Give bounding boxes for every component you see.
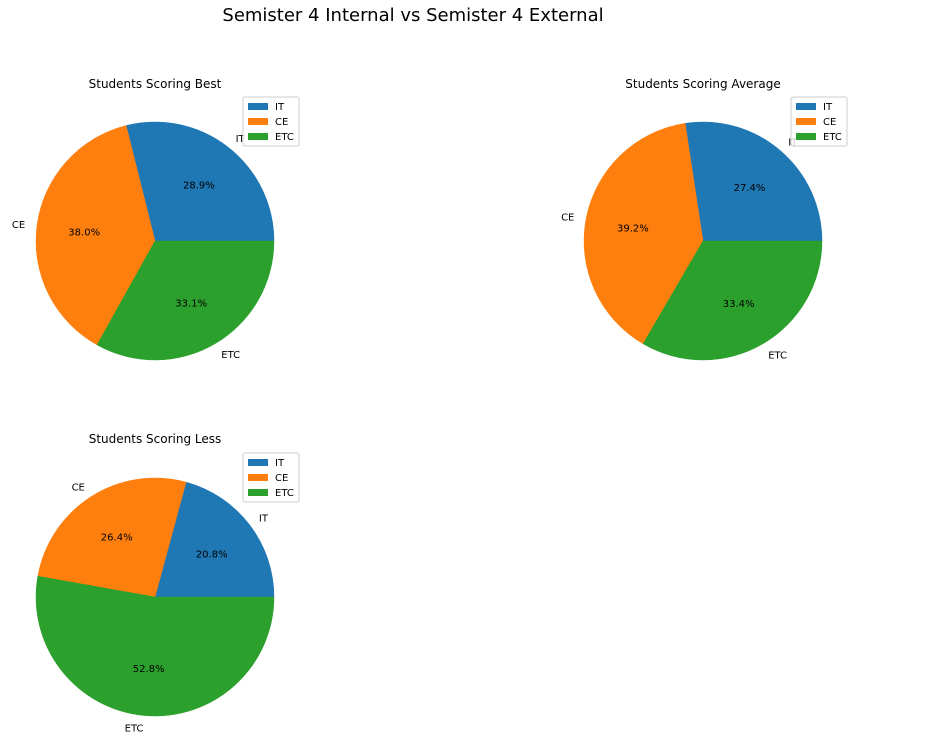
legend-label-ce: CE (823, 117, 836, 128)
legend-swatch-etc (796, 133, 816, 140)
slice-percent-etc: 52.8% (133, 664, 165, 675)
slice-label-etc: ETC (125, 723, 144, 734)
chart-title: Students Scoring Average (625, 77, 780, 91)
legend-label-it: IT (275, 102, 285, 113)
legend-swatch-it (796, 103, 816, 110)
pie-chart-3: Students Scoring Less IT 20.8% CE 26.4% ETC 52… (35, 432, 300, 734)
slice-percent-etc: 33.4% (723, 299, 755, 310)
slice-percent-it: 28.9% (183, 181, 215, 192)
legend-swatch-etc (248, 489, 268, 496)
legend-swatch-ce (796, 118, 816, 125)
legend: IT CE ETC (790, 96, 848, 147)
charts-layer: Students Scoring Best IT 28.9% CE 38.0% ETC 33… (12, 77, 848, 734)
figure-suptitle: Semister 4 Internal vs Semister 4 Extern… (222, 5, 603, 26)
legend: IT CE ETC (242, 96, 300, 147)
slice-percent-ce: 39.2% (617, 224, 649, 235)
pie-slice-ce (35, 125, 156, 346)
legend-label-etc: ETC (275, 132, 294, 143)
legend-swatch-ce (248, 118, 268, 125)
pie-slice-it (684, 121, 823, 242)
legend-label-ce: CE (275, 117, 288, 128)
chart-title: Students Scoring Less (89, 432, 222, 446)
pie-slice-etc (96, 240, 275, 361)
slice-label-it: IT (259, 513, 269, 524)
slice-percent-ce: 38.0% (68, 228, 100, 239)
legend: IT CE ETC (242, 452, 300, 503)
chart-title: Students Scoring Best (89, 77, 222, 91)
slice-percent-ce: 26.4% (101, 533, 133, 544)
legend-swatch-it (248, 103, 268, 110)
slice-percent-it: 27.4% (734, 183, 766, 194)
slice-label-ce: CE (12, 220, 25, 231)
pie-slice-it (125, 121, 275, 242)
legend-label-etc: ETC (275, 488, 294, 499)
pie-slice-etc (35, 575, 275, 717)
pie-chart-1: Students Scoring Best IT 28.9% CE 38.0% ETC 33… (12, 77, 300, 361)
slice-label-etc: ETC (768, 351, 787, 362)
legend-label-ce: CE (275, 473, 288, 484)
slice-label-ce: CE (72, 483, 85, 494)
slice-label-ce: CE (561, 213, 574, 224)
legend-swatch-it (248, 459, 268, 466)
pie-slice-ce (37, 477, 187, 598)
slice-label-it: IT (236, 134, 246, 145)
slice-percent-etc: 33.1% (175, 299, 207, 310)
slice-label-etc: ETC (221, 350, 240, 361)
pie-chart-2: Students Scoring Average IT 27.4% CE 39.2% ET… (561, 77, 848, 362)
pie-slice-ce (583, 123, 704, 345)
pie-slice-etc (642, 240, 823, 361)
pie-slice-it (154, 481, 275, 598)
legend-label-etc: ETC (823, 132, 842, 143)
legend-label-it: IT (275, 458, 285, 469)
legend-swatch-etc (248, 133, 268, 140)
slice-percent-it: 20.8% (196, 550, 228, 561)
legend-swatch-ce (248, 474, 268, 481)
legend-label-it: IT (823, 102, 833, 113)
